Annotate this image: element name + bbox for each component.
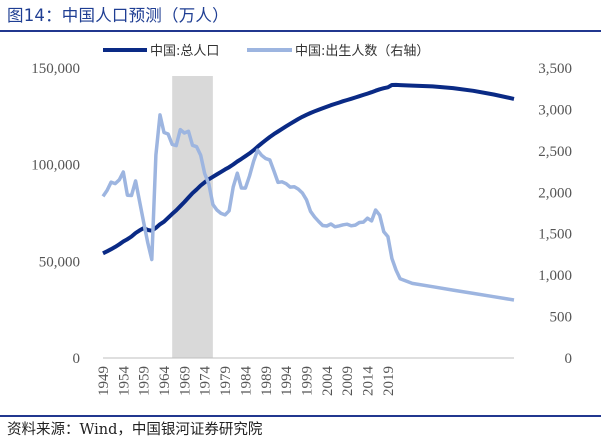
source-note: 资料来源：Wind，中国银河证券研究院 bbox=[7, 422, 263, 438]
x-tick-label: 2014 bbox=[361, 366, 377, 397]
right-y-axis: 0 500 1,000 1,500 2,000 2,500 3,000 3,500 bbox=[538, 61, 572, 367]
x-tick-label: 1984 bbox=[238, 366, 254, 397]
right-y-tick-label: 1,000 bbox=[538, 268, 572, 284]
right-y-tick-label: 3,500 bbox=[538, 61, 572, 77]
x-tick-label: 1974 bbox=[198, 366, 214, 397]
x-tick-label: 1949 bbox=[96, 366, 112, 396]
legend-label-total-population: 中国:总人口 bbox=[150, 44, 219, 59]
right-y-tick-label: 0 bbox=[565, 351, 573, 367]
legend-label-births: 中国:出生人数（右轴） bbox=[295, 44, 429, 59]
right-y-tick-label: 500 bbox=[550, 310, 573, 326]
x-tick-label: 2004 bbox=[320, 366, 336, 397]
x-tick-label: 1969 bbox=[177, 366, 193, 396]
left-y-tick-label: 50,000 bbox=[39, 254, 80, 270]
x-tick-label: 1999 bbox=[299, 366, 315, 396]
x-tick-label: 1979 bbox=[218, 366, 234, 396]
series-line-total-population bbox=[102, 82, 515, 256]
legend: 中国:总人口 中国:出生人数（右轴） bbox=[103, 44, 429, 59]
top-rule bbox=[0, 30, 601, 32]
bottom-rule bbox=[0, 415, 601, 417]
left-y-tick-label: 0 bbox=[73, 351, 81, 367]
left-y-axis: 0 50,000 100,000 150,000 bbox=[31, 61, 80, 367]
left-y-tick-label: 100,000 bbox=[31, 158, 80, 174]
right-y-tick-label: 1,500 bbox=[538, 227, 572, 243]
right-y-tick-label: 3,000 bbox=[538, 102, 572, 118]
x-tick-label: 1954 bbox=[116, 366, 132, 397]
right-y-tick-label: 2,500 bbox=[538, 144, 572, 160]
left-y-tick-label: 150,000 bbox=[31, 61, 80, 77]
x-tick-label: 1994 bbox=[279, 366, 295, 397]
x-tick-label: 1964 bbox=[157, 366, 173, 397]
x-tick-label: 2019 bbox=[381, 366, 397, 396]
x-tick-label: 2009 bbox=[340, 366, 356, 396]
population-chart: 1949 1954 1959 1964 1969 1974 1979 1984 1989 1994… bbox=[31, 44, 572, 397]
series-line-births bbox=[101, 113, 515, 302]
x-axis-ticks: 1949 1954 1959 1964 1969 1974 1979 1984 1989 1994… bbox=[96, 366, 397, 397]
right-y-tick-label: 2,000 bbox=[538, 185, 572, 201]
shaded-period bbox=[172, 76, 213, 358]
figure-title: 图14：中国人口预测（万人） bbox=[7, 6, 229, 25]
x-tick-label: 1959 bbox=[137, 366, 153, 396]
x-tick-label: 1989 bbox=[259, 366, 275, 396]
